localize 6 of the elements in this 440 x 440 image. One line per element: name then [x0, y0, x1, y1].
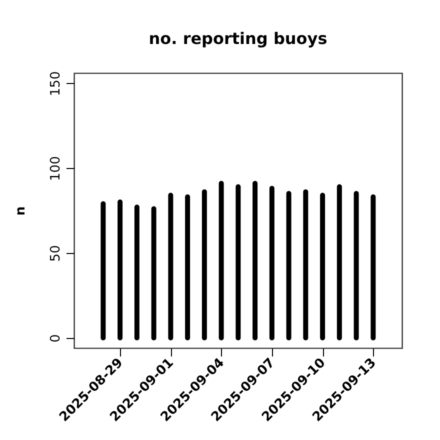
- y-tick-label: 50: [48, 245, 64, 262]
- y-axis-title: n: [14, 206, 28, 216]
- y-tick-label: 150: [48, 71, 64, 96]
- chart-title: no. reporting buoys: [148, 28, 328, 48]
- y-tick-label: 100: [48, 156, 64, 181]
- y-tick-label: 0: [48, 334, 64, 342]
